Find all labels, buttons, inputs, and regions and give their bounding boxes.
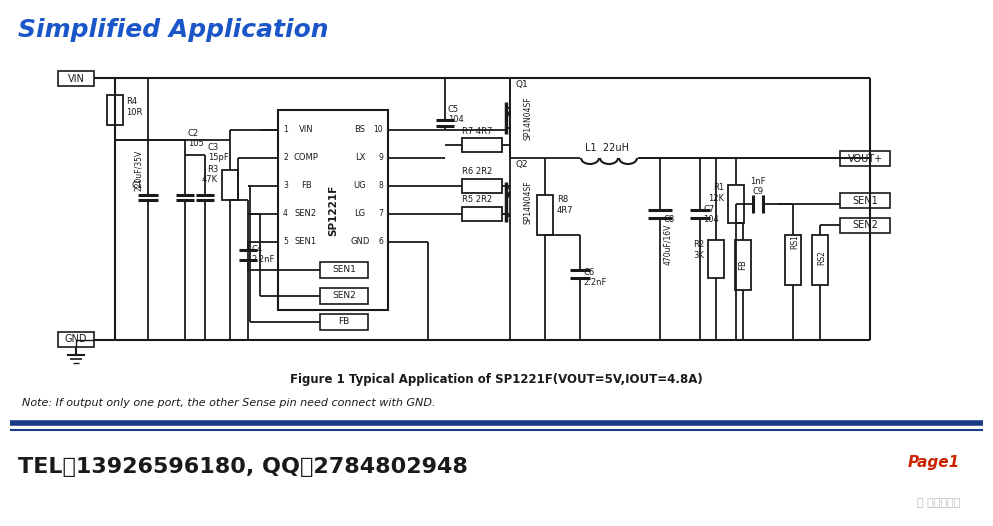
Text: C6: C6 <box>583 268 594 277</box>
Text: 15pF: 15pF <box>208 154 228 163</box>
Text: Q1: Q1 <box>515 80 527 89</box>
Text: 1: 1 <box>283 126 288 135</box>
Text: 10: 10 <box>373 126 383 135</box>
Text: SEN1: SEN1 <box>332 266 355 275</box>
Bar <box>107 95 123 125</box>
Text: VOUT+: VOUT+ <box>847 154 883 164</box>
Text: SEN2: SEN2 <box>332 291 355 300</box>
Text: COMP: COMP <box>294 154 319 163</box>
Text: C9: C9 <box>753 187 764 196</box>
Bar <box>537 195 553 235</box>
Text: TEL：13926596180, QQ：2784802948: TEL：13926596180, QQ：2784802948 <box>18 457 468 477</box>
Text: SP14N04SF: SP14N04SF <box>523 96 532 140</box>
Text: 104: 104 <box>448 116 464 125</box>
Bar <box>785 235 801 285</box>
Text: R2: R2 <box>693 240 704 249</box>
Text: 値 什么値得买: 値 什么値得买 <box>917 498 960 508</box>
Text: 12K: 12K <box>708 194 724 203</box>
Text: 105: 105 <box>188 138 204 147</box>
Text: VIN: VIN <box>299 126 314 135</box>
Text: VIN: VIN <box>68 74 84 84</box>
Text: R1: R1 <box>713 183 724 192</box>
Text: C2: C2 <box>188 128 200 137</box>
Text: FB: FB <box>739 260 748 270</box>
Text: 5: 5 <box>283 238 288 247</box>
Text: 3K: 3K <box>693 251 704 260</box>
Bar <box>812 235 828 285</box>
Bar <box>708 240 724 278</box>
Bar <box>462 138 502 152</box>
Text: R8: R8 <box>557 195 568 204</box>
Text: C4: C4 <box>251 246 262 255</box>
Text: 4R7: 4R7 <box>557 206 574 215</box>
Bar <box>58 71 94 86</box>
Text: 6: 6 <box>378 238 383 247</box>
Text: 47K: 47K <box>202 175 218 184</box>
Text: C1: C1 <box>132 180 143 189</box>
Text: LX: LX <box>355 154 365 163</box>
Text: 1nF: 1nF <box>751 177 766 187</box>
Text: LG: LG <box>355 209 365 218</box>
Bar <box>320 314 368 330</box>
Text: 104: 104 <box>703 215 719 224</box>
Text: 2.2nF: 2.2nF <box>251 256 274 265</box>
Text: Page1: Page1 <box>908 454 960 470</box>
Text: FB: FB <box>301 181 312 190</box>
Text: BS: BS <box>355 126 365 135</box>
Text: R5 2R2: R5 2R2 <box>462 196 493 205</box>
Text: 4: 4 <box>283 209 288 218</box>
Text: 8: 8 <box>378 181 383 190</box>
Bar <box>320 262 368 278</box>
Text: Simplified Application: Simplified Application <box>18 18 329 42</box>
Text: GND: GND <box>65 334 87 344</box>
Text: RS2: RS2 <box>817 250 826 266</box>
Text: Figure 1 Typical Application of SP1221F(VOUT=5V,IOUT=4.8A): Figure 1 Typical Application of SP1221F(… <box>290 373 702 387</box>
Bar <box>58 332 94 347</box>
Text: R4: R4 <box>126 97 137 106</box>
Text: Note: If output only one port, the other Sense pin need connect with GND.: Note: If output only one port, the other… <box>22 398 436 408</box>
Text: R6 2R2: R6 2R2 <box>462 167 493 177</box>
Text: UG: UG <box>354 181 366 190</box>
Bar <box>735 240 751 290</box>
Text: SP14N04SF: SP14N04SF <box>523 180 532 224</box>
Text: SP1221F: SP1221F <box>328 185 338 236</box>
Bar <box>462 207 502 221</box>
Bar <box>840 193 890 208</box>
Text: C5: C5 <box>448 106 459 115</box>
Bar <box>222 170 238 200</box>
Text: SEN2: SEN2 <box>295 209 317 218</box>
Text: 10R: 10R <box>126 108 142 117</box>
Bar <box>840 218 890 233</box>
Text: RS1: RS1 <box>790 235 799 249</box>
Text: FB: FB <box>339 318 350 327</box>
Text: C8: C8 <box>663 215 674 224</box>
Text: SEN2: SEN2 <box>852 220 878 230</box>
Text: 9: 9 <box>378 154 383 163</box>
Text: L1  22uH: L1 22uH <box>585 143 629 153</box>
Text: 220uF/35V: 220uF/35V <box>134 149 143 190</box>
Text: SEN1: SEN1 <box>852 196 878 206</box>
Text: 2: 2 <box>283 154 288 163</box>
Text: R3: R3 <box>207 165 218 174</box>
Bar <box>278 110 388 310</box>
Bar <box>728 185 744 223</box>
Bar <box>320 288 368 304</box>
Text: 2.2nF: 2.2nF <box>583 278 607 287</box>
Text: Q2: Q2 <box>515 160 527 169</box>
Text: C3: C3 <box>208 144 219 153</box>
Text: C7: C7 <box>703 205 714 214</box>
Text: 3: 3 <box>283 181 288 190</box>
Text: SEN1: SEN1 <box>295 238 317 247</box>
Bar <box>462 179 502 193</box>
Text: R7 4R7: R7 4R7 <box>462 126 493 136</box>
Bar <box>840 151 890 166</box>
Text: 7: 7 <box>378 209 383 218</box>
Text: 470uF/16V: 470uF/16V <box>663 224 672 266</box>
Text: GND: GND <box>351 238 369 247</box>
